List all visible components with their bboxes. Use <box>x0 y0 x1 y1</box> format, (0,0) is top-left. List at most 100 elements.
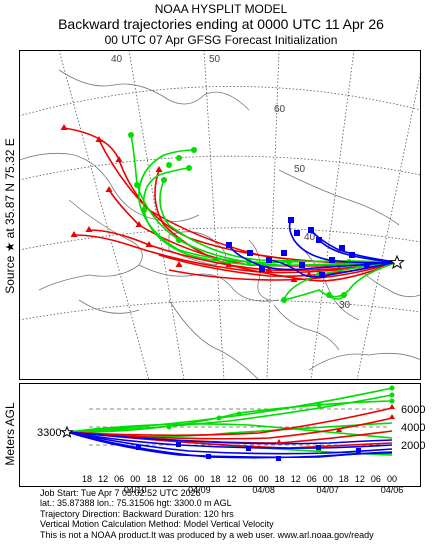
red-markers <box>60 124 343 282</box>
green-marker-1 <box>128 132 134 138</box>
vertical-source-star-icon <box>60 425 74 438</box>
blue-profile-2 <box>66 431 393 455</box>
date-tick-label: 04/09 <box>188 485 211 495</box>
hour-tick-label: 12 <box>226 474 236 484</box>
blue-profile-1 <box>66 431 393 449</box>
lat-60-line <box>19 86 421 117</box>
coastlines <box>19 69 421 380</box>
red-sea-coast <box>168 299 260 380</box>
iran-border <box>298 244 360 321</box>
green-marker-12 <box>341 292 347 298</box>
red-profile-marker-1 <box>389 404 395 409</box>
red-traj-4 <box>73 234 398 274</box>
vertical-method-text: Vertical Motion Calculation Method: Mode… <box>40 519 274 530</box>
green-marker-2 <box>191 147 197 153</box>
lat-label-40: 40 <box>304 232 316 243</box>
height-label-6000: 6000 <box>401 404 425 416</box>
trajectory-map: 60 50 40 30 40 50 <box>19 50 421 380</box>
meridian-4 <box>266 50 280 380</box>
green-profile-marker-4 <box>316 402 322 408</box>
hour-tick-label: 12 <box>355 474 365 484</box>
lat-label-30: 30 <box>339 300 351 311</box>
hour-tick-label: 18 <box>82 474 92 484</box>
blue-marker-6 <box>247 250 253 256</box>
red-marker-13 <box>115 156 123 162</box>
blue-profile-marker-5 <box>276 456 281 461</box>
green-marker-4 <box>161 177 167 183</box>
blue-marker-7 <box>281 250 287 256</box>
red-marker-1 <box>95 136 103 142</box>
blue-marker-14 <box>259 266 265 272</box>
green-marker-10 <box>281 297 287 303</box>
date-tick-labels: 04/10 04/09 04/08 04/07 04/06 <box>124 485 403 495</box>
central-asia-border <box>278 169 400 226</box>
blue-traj-4 <box>268 259 398 278</box>
green-profile-2 <box>66 394 393 433</box>
green-marker-15 <box>286 259 292 265</box>
green-profile-marker-5 <box>216 415 222 421</box>
blue-profile-marker-1 <box>176 442 181 447</box>
red-profile-markers <box>276 404 395 444</box>
red-profile-1 <box>66 407 393 437</box>
hour-tick-label: 06 <box>371 474 381 484</box>
green-marker-11 <box>326 292 332 298</box>
blue-traj-1 <box>288 219 398 264</box>
blue-profile-4 <box>66 431 393 445</box>
start-height-label: 3300 <box>37 427 61 439</box>
hour-tick-label: 06 <box>114 474 124 484</box>
green-profile-markers <box>166 385 395 454</box>
blue-marker-12 <box>319 272 325 278</box>
blue-marker-3 <box>316 237 322 243</box>
red-marker-8 <box>225 261 233 267</box>
red-marker-12 <box>155 166 163 172</box>
blue-profile-5 <box>66 431 393 459</box>
hour-tick-label: 00 <box>387 474 397 484</box>
hour-tick-label: 00 <box>130 474 140 484</box>
direction-duration-text: Trajectory Direction: Backward Duration:… <box>40 508 234 519</box>
lat-label-60: 60 <box>274 104 286 115</box>
blue-marker-4 <box>308 227 314 233</box>
hour-tick-label: 18 <box>339 474 349 484</box>
source-location-label: Source ★ at 35.87 N 75.32 E <box>2 52 18 380</box>
green-profile-marker-1 <box>389 385 395 391</box>
model-title: NOAA HYSPLIT MODEL <box>154 2 288 16</box>
north-africa-coast <box>78 299 140 314</box>
blue-marker-5 <box>266 257 272 263</box>
lon-label-50: 50 <box>209 54 221 65</box>
hour-tick-label: 06 <box>307 474 317 484</box>
green-traj-6 <box>159 179 398 263</box>
green-marker-3 <box>186 165 192 171</box>
blue-traj-2 <box>228 244 398 271</box>
meridian-5 <box>310 50 355 380</box>
disclaimer-text: This is not a NOAA product.It was produc… <box>40 529 374 540</box>
persian-gulf <box>273 304 340 351</box>
red-profile-2 <box>66 417 393 440</box>
blue-marker-10 <box>349 252 355 258</box>
date-tick-label: 04/10 <box>124 485 147 495</box>
run-info: Job Start: Tue Apr 7 05:02:52 UTC 2026 l… <box>40 488 374 540</box>
red-profile-marker-2 <box>389 414 395 419</box>
red-marker-6 <box>145 241 153 247</box>
hour-tick-label: 18 <box>146 474 156 484</box>
latitude-grid <box>19 50 421 380</box>
map-background <box>19 50 421 380</box>
green-profile-6 <box>66 423 393 439</box>
hour-tick-label: 06 <box>242 474 252 484</box>
blue-marker-2 <box>226 242 232 248</box>
green-profile-marker-6 <box>236 411 242 417</box>
green-profile-marker-7 <box>166 424 172 430</box>
green-profile-marker-3 <box>389 398 395 404</box>
blue-profiles <box>66 431 393 459</box>
vertical-axis-label: Meters AGL <box>2 382 18 486</box>
red-marker-5 <box>70 231 78 237</box>
blue-markers <box>226 217 370 278</box>
blue-marker-9 <box>329 257 335 263</box>
blue-marker-15 <box>294 230 300 236</box>
red-marker-3 <box>105 186 113 192</box>
map-frame <box>19 50 421 380</box>
vertical-axis-text: Meters AGL <box>3 402 17 466</box>
blue-marker-8 <box>299 262 305 268</box>
green-trajectories <box>130 134 398 302</box>
blue-profile-marker-7 <box>356 448 361 453</box>
hour-tick-label: 06 <box>178 474 188 484</box>
